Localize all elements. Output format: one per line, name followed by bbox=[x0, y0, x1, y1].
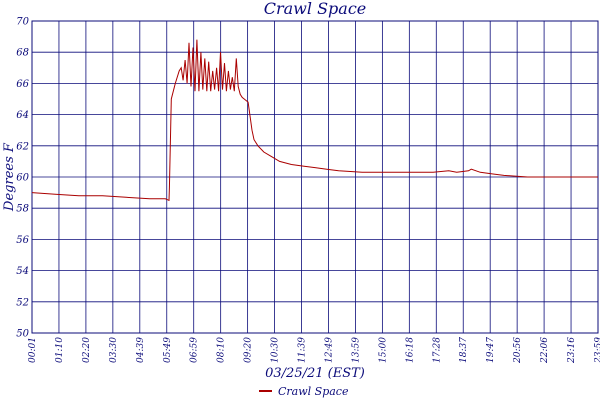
x-tick-label: 04:39 bbox=[136, 337, 146, 363]
grid bbox=[32, 20, 598, 334]
y-tick-label: 50 bbox=[16, 329, 29, 340]
legend-label: Crawl Space bbox=[278, 385, 349, 398]
x-tick-label: 19:47 bbox=[486, 337, 496, 363]
x-tick-label: 23:59 bbox=[594, 337, 600, 364]
series-line-crawl-space bbox=[31, 39, 598, 202]
y-tick-label: 62 bbox=[16, 141, 29, 152]
y-tick-label: 68 bbox=[16, 48, 29, 59]
x-tick-label: 16:18 bbox=[405, 337, 415, 363]
x-tick-label: 18:37 bbox=[459, 337, 469, 363]
legend: Crawl Space bbox=[259, 385, 349, 398]
y-tick-label: 64 bbox=[16, 110, 29, 121]
chart-title: Crawl Space bbox=[264, 0, 367, 18]
y-tick-label: 70 bbox=[16, 17, 29, 28]
x-tick-label: 10:30 bbox=[271, 337, 281, 363]
y-axis-title: Degrees F bbox=[2, 142, 17, 212]
y-tick-label: 54 bbox=[16, 266, 29, 277]
x-tick-label: 09:20 bbox=[244, 337, 254, 363]
x-tick-label: 17:28 bbox=[432, 337, 442, 363]
x-tick-label: 02:20 bbox=[82, 337, 92, 363]
y-tick-label: 58 bbox=[16, 204, 29, 215]
x-tick-label: 12:49 bbox=[324, 337, 334, 363]
x-tick-label: 22:06 bbox=[540, 337, 550, 364]
x-tick-label: 06:59 bbox=[190, 337, 200, 363]
x-tick-label: 20:56 bbox=[513, 337, 523, 364]
x-axis-ticks: 00:01 01:10 02:20 03:30 04:39 05:49 06:59 08:10… bbox=[28, 337, 600, 364]
x-tick-label: 11:39 bbox=[298, 337, 308, 363]
y-tick-label: 60 bbox=[16, 173, 29, 184]
y-tick-label: 56 bbox=[16, 235, 29, 246]
x-tick-label: 01:10 bbox=[55, 337, 65, 363]
x-tick-label: 08:10 bbox=[217, 337, 227, 363]
x-tick-label: 15:00 bbox=[378, 337, 388, 363]
y-tick-label: 66 bbox=[16, 79, 29, 90]
x-axis-title: 03/25/21 (EST) bbox=[265, 366, 365, 381]
x-tick-label: 00:01 bbox=[28, 337, 38, 363]
y-tick-label: 52 bbox=[16, 297, 29, 308]
x-tick-label: 13:59 bbox=[351, 337, 361, 363]
x-tick-label: 23:16 bbox=[567, 337, 577, 364]
y-axis-ticks: 50 52 54 56 58 60 62 64 66 68 70 bbox=[16, 17, 29, 340]
x-tick-label: 05:49 bbox=[163, 337, 173, 363]
x-tick-label: 03:30 bbox=[109, 337, 119, 363]
